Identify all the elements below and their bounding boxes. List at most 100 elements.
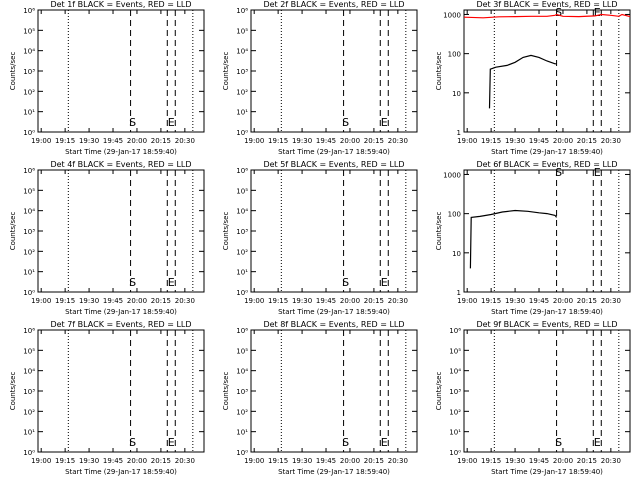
- y-tick-label: 10²: [23, 408, 35, 416]
- plot-frame: [463, 169, 631, 293]
- x-tick-label: 20:30: [601, 457, 621, 465]
- marker-label: S: [342, 116, 349, 129]
- panel-title: Det 7f BLACK = Events, RED = LLD: [50, 320, 191, 329]
- x-tick-label: 19:00: [244, 137, 264, 145]
- y-tick-label: 10⁴: [23, 368, 35, 376]
- x-tick-label: 20:30: [388, 137, 408, 145]
- marker-label: E: [381, 276, 388, 289]
- y-tick-label: 10⁶: [23, 7, 35, 15]
- x-axis-label: Start Time (29-Jan-17 18:59:40): [278, 148, 390, 156]
- y-tick-label: 10⁴: [236, 208, 248, 216]
- x-axis-label: Start Time (29-Jan-17 18:59:40): [278, 468, 390, 476]
- x-tick-label: 19:45: [529, 457, 549, 465]
- marker-label: E: [381, 116, 388, 129]
- x-tick-label: 20:30: [601, 137, 621, 145]
- marker-label: E: [594, 6, 601, 19]
- x-tick-label: 19:00: [244, 457, 264, 465]
- x-axis-label: Start Time (29-Jan-17 18:59:40): [65, 308, 177, 316]
- y-tick-label: 10²: [236, 248, 248, 256]
- x-tick-label: 20:15: [151, 297, 171, 305]
- y-tick-label: 10: [452, 90, 461, 98]
- y-tick-label: 10²: [23, 248, 35, 256]
- panel-title: Det 2f BLACK = Events, RED = LLD: [263, 0, 404, 9]
- x-tick-label: 20:00: [127, 457, 147, 465]
- marker-label: E: [168, 116, 175, 129]
- y-axis-label: Counts/sec: [435, 372, 443, 411]
- panel: Det 5f BLACK = Events, RED = LLD Start Ti…: [222, 160, 418, 316]
- x-axis-label: Start Time (29-Jan-17 18:59:40): [491, 468, 603, 476]
- marker-label: S: [342, 436, 349, 449]
- marker-label: E: [594, 166, 601, 179]
- y-tick-label: 1: [457, 289, 461, 297]
- plot-frame: [250, 329, 418, 453]
- x-tick-label: 19:45: [316, 137, 336, 145]
- x-tick-label: 19:30: [505, 137, 525, 145]
- panel-title: Det 3f BLACK = Events, RED = LLD: [476, 0, 617, 9]
- y-tick-label: 10⁶: [236, 167, 248, 175]
- y-tick-label: 10³: [236, 68, 248, 76]
- series-line: [469, 209, 558, 269]
- x-tick-label: 19:45: [529, 297, 549, 305]
- x-tick-label: 20:00: [340, 457, 360, 465]
- y-tick-label: 10³: [236, 388, 248, 396]
- y-axis-label: Counts/sec: [222, 52, 230, 91]
- y-tick-label: 10³: [23, 228, 35, 236]
- y-axis-label: Counts/sec: [222, 212, 230, 251]
- y-tick-label: 10²: [236, 88, 248, 96]
- y-tick-label: 10⁰: [23, 289, 35, 297]
- y-axis-label: Counts/sec: [222, 372, 230, 411]
- y-tick-label: 10⁵: [23, 347, 35, 355]
- panel: Det 4f BLACK = Events, RED = LLD Start Ti…: [9, 160, 205, 316]
- x-tick-label: 19:45: [316, 297, 336, 305]
- y-tick-label: 10⁴: [449, 368, 461, 376]
- plot-frame: [463, 329, 631, 453]
- x-tick-label: 19:00: [31, 457, 51, 465]
- x-tick-label: 19:30: [505, 297, 525, 305]
- x-tick-label: 20:15: [364, 297, 384, 305]
- y-tick-label: 10²: [236, 408, 248, 416]
- y-tick-label: 10⁶: [23, 167, 35, 175]
- marker-label: S: [555, 436, 562, 449]
- x-tick-label: 19:00: [457, 297, 477, 305]
- plot-frame: [250, 169, 418, 293]
- x-axis-label: Start Time (29-Jan-17 18:59:40): [65, 148, 177, 156]
- plot-frame: [37, 169, 205, 293]
- y-tick-label: 10³: [23, 388, 35, 396]
- x-tick-label: 19:30: [292, 457, 312, 465]
- y-tick-label: 10⁶: [449, 327, 461, 335]
- x-tick-label: 19:15: [481, 457, 501, 465]
- y-tick-label: 10⁵: [236, 187, 248, 195]
- plot-frame: [463, 9, 631, 133]
- y-tick-label: 10¹: [23, 109, 35, 117]
- panel: Det 7f BLACK = Events, RED = LLD Start Ti…: [9, 320, 205, 476]
- y-tick-label: 10⁵: [23, 187, 35, 195]
- y-tick-label: 10²: [449, 408, 461, 416]
- y-tick-label: 10⁴: [236, 368, 248, 376]
- x-tick-label: 19:00: [31, 137, 51, 145]
- x-tick-label: 19:30: [505, 457, 525, 465]
- x-tick-label: 20:30: [175, 457, 195, 465]
- y-tick-label: 10¹: [23, 429, 35, 437]
- series-line: [488, 54, 557, 109]
- y-tick-label: 100: [448, 51, 461, 59]
- x-tick-label: 19:45: [103, 457, 123, 465]
- x-tick-label: 19:15: [55, 457, 75, 465]
- x-tick-label: 20:00: [553, 297, 573, 305]
- x-tick-label: 19:15: [55, 137, 75, 145]
- y-axis-label: Counts/sec: [435, 212, 443, 251]
- panel: Det 8f BLACK = Events, RED = LLD Start Ti…: [222, 320, 418, 476]
- panel: Det 9f BLACK = Events, RED = LLD Start Ti…: [435, 320, 631, 476]
- marker-label: S: [129, 276, 136, 289]
- x-tick-label: 19:30: [79, 297, 99, 305]
- y-tick-label: 10¹: [449, 429, 461, 437]
- x-tick-label: 19:30: [79, 137, 99, 145]
- x-tick-label: 19:15: [55, 297, 75, 305]
- x-tick-label: 20:00: [127, 137, 147, 145]
- marker-label: S: [129, 116, 136, 129]
- y-tick-label: 10⁵: [236, 347, 248, 355]
- y-tick-label: 10⁴: [23, 208, 35, 216]
- y-axis-label: Counts/sec: [9, 52, 17, 91]
- x-tick-label: 19:15: [268, 137, 288, 145]
- x-tick-label: 19:15: [268, 457, 288, 465]
